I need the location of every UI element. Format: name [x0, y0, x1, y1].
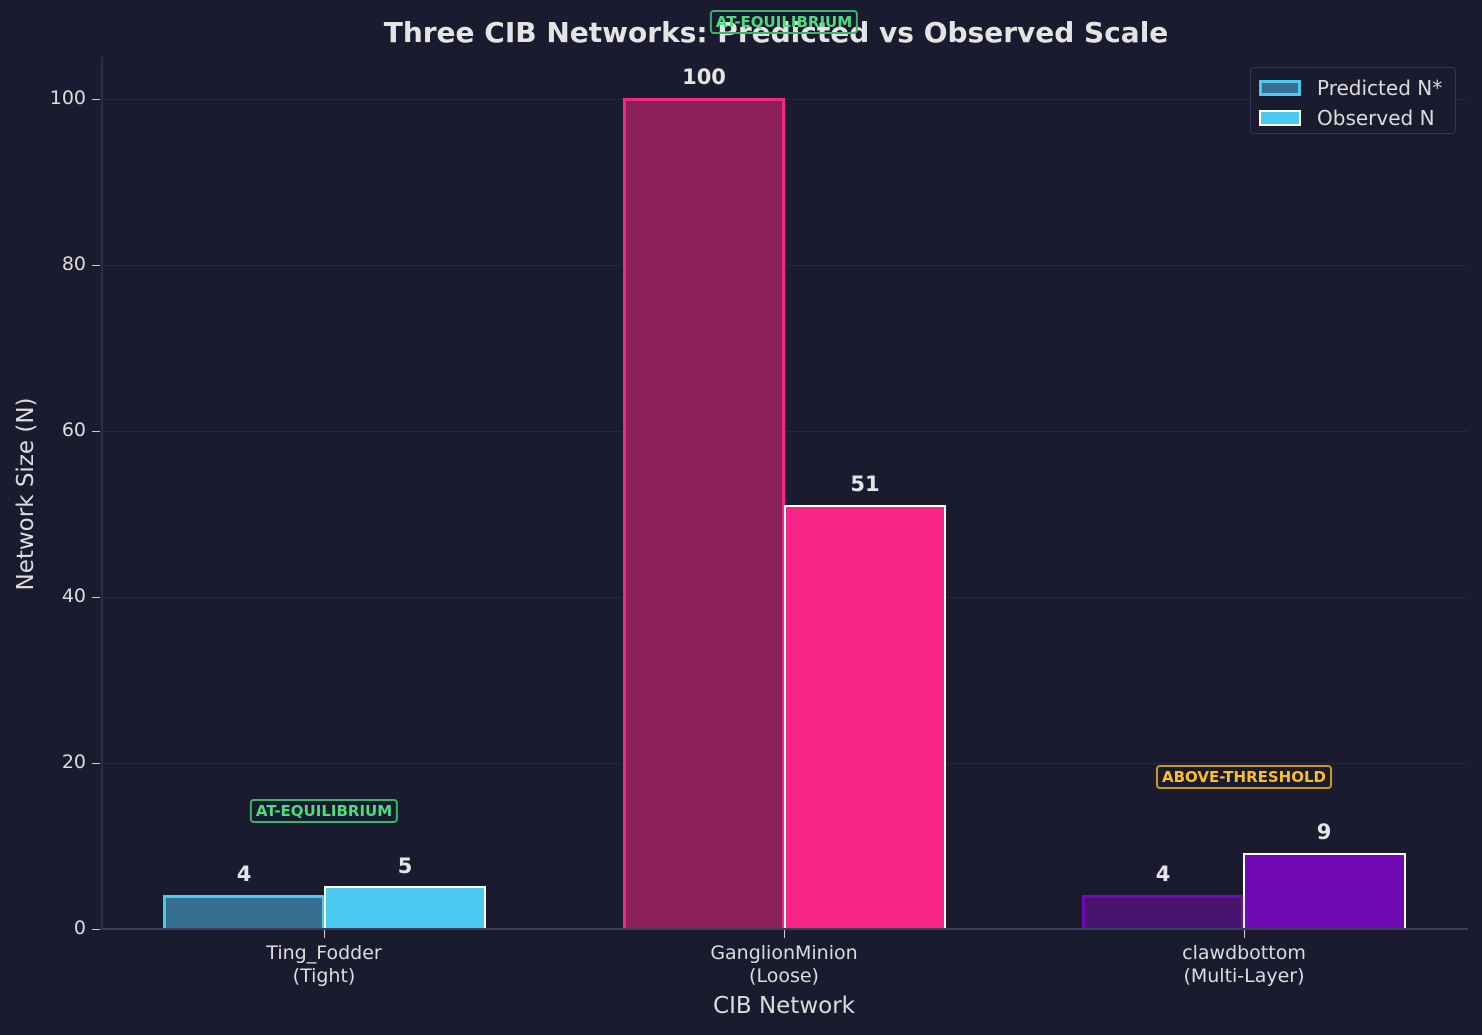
value-label: 51	[850, 472, 880, 496]
ytick-label: 60	[61, 419, 86, 441]
x-axis-title: CIB Network	[713, 993, 855, 1019]
gridline-80	[103, 265, 1468, 266]
bar-observed-ting-fodder	[324, 886, 486, 929]
value-label: 5	[397, 854, 413, 878]
ytick-label: 100	[49, 87, 86, 109]
status-badge: AT-EQUILIBRIUM	[709, 10, 859, 34]
legend: Predicted N* Observed N	[1250, 67, 1456, 134]
ytick-mark	[92, 597, 100, 598]
gridline-60	[103, 431, 1468, 432]
legend-item-observed: Observed N	[1259, 106, 1435, 130]
bar-observed-ganglionminion	[784, 505, 946, 929]
y-axis-title: Network Size (N)	[13, 397, 39, 591]
ytick-mark	[92, 431, 100, 432]
ytick-mark	[92, 929, 100, 930]
gridline-100	[103, 99, 1468, 100]
xtick-mark	[324, 930, 325, 938]
bar-observed-clawdbottom	[1243, 853, 1406, 929]
bar-predicted-ganglionminion	[623, 98, 785, 929]
bar-predicted-clawdbottom	[1082, 895, 1244, 929]
legend-swatch-predicted	[1259, 80, 1301, 96]
value-label: 9	[1316, 820, 1332, 844]
ytick-mark	[92, 763, 100, 764]
ytick-label: 20	[61, 751, 86, 773]
status-badge: ABOVE-THRESHOLD	[1156, 765, 1332, 789]
value-label: 100	[682, 65, 726, 89]
x-axis-line	[101, 928, 1468, 930]
legend-label: Predicted N*	[1317, 76, 1443, 100]
legend-swatch-observed	[1259, 110, 1301, 126]
ytick-label: 80	[61, 253, 86, 275]
ytick-label: 40	[61, 585, 86, 607]
xtick-label: clawdbottom (Multi-Layer)	[1182, 942, 1306, 987]
value-label: 4	[1155, 862, 1171, 886]
xtick-label: GanglionMinion (Loose)	[710, 942, 858, 987]
status-badge: AT-EQUILIBRIUM	[249, 799, 399, 823]
xtick-mark	[1244, 930, 1245, 938]
y-axis-line	[101, 57, 103, 930]
bar-predicted-ting-fodder	[163, 895, 325, 929]
value-label: 4	[236, 862, 252, 886]
xtick-label: Ting_Fodder (Tight)	[266, 942, 382, 987]
ytick-label: 0	[73, 917, 86, 939]
xtick-mark	[784, 930, 785, 938]
legend-item-predicted: Predicted N*	[1259, 76, 1442, 100]
ytick-mark	[92, 99, 100, 100]
legend-label: Observed N	[1317, 106, 1435, 130]
ytick-mark	[92, 265, 100, 266]
